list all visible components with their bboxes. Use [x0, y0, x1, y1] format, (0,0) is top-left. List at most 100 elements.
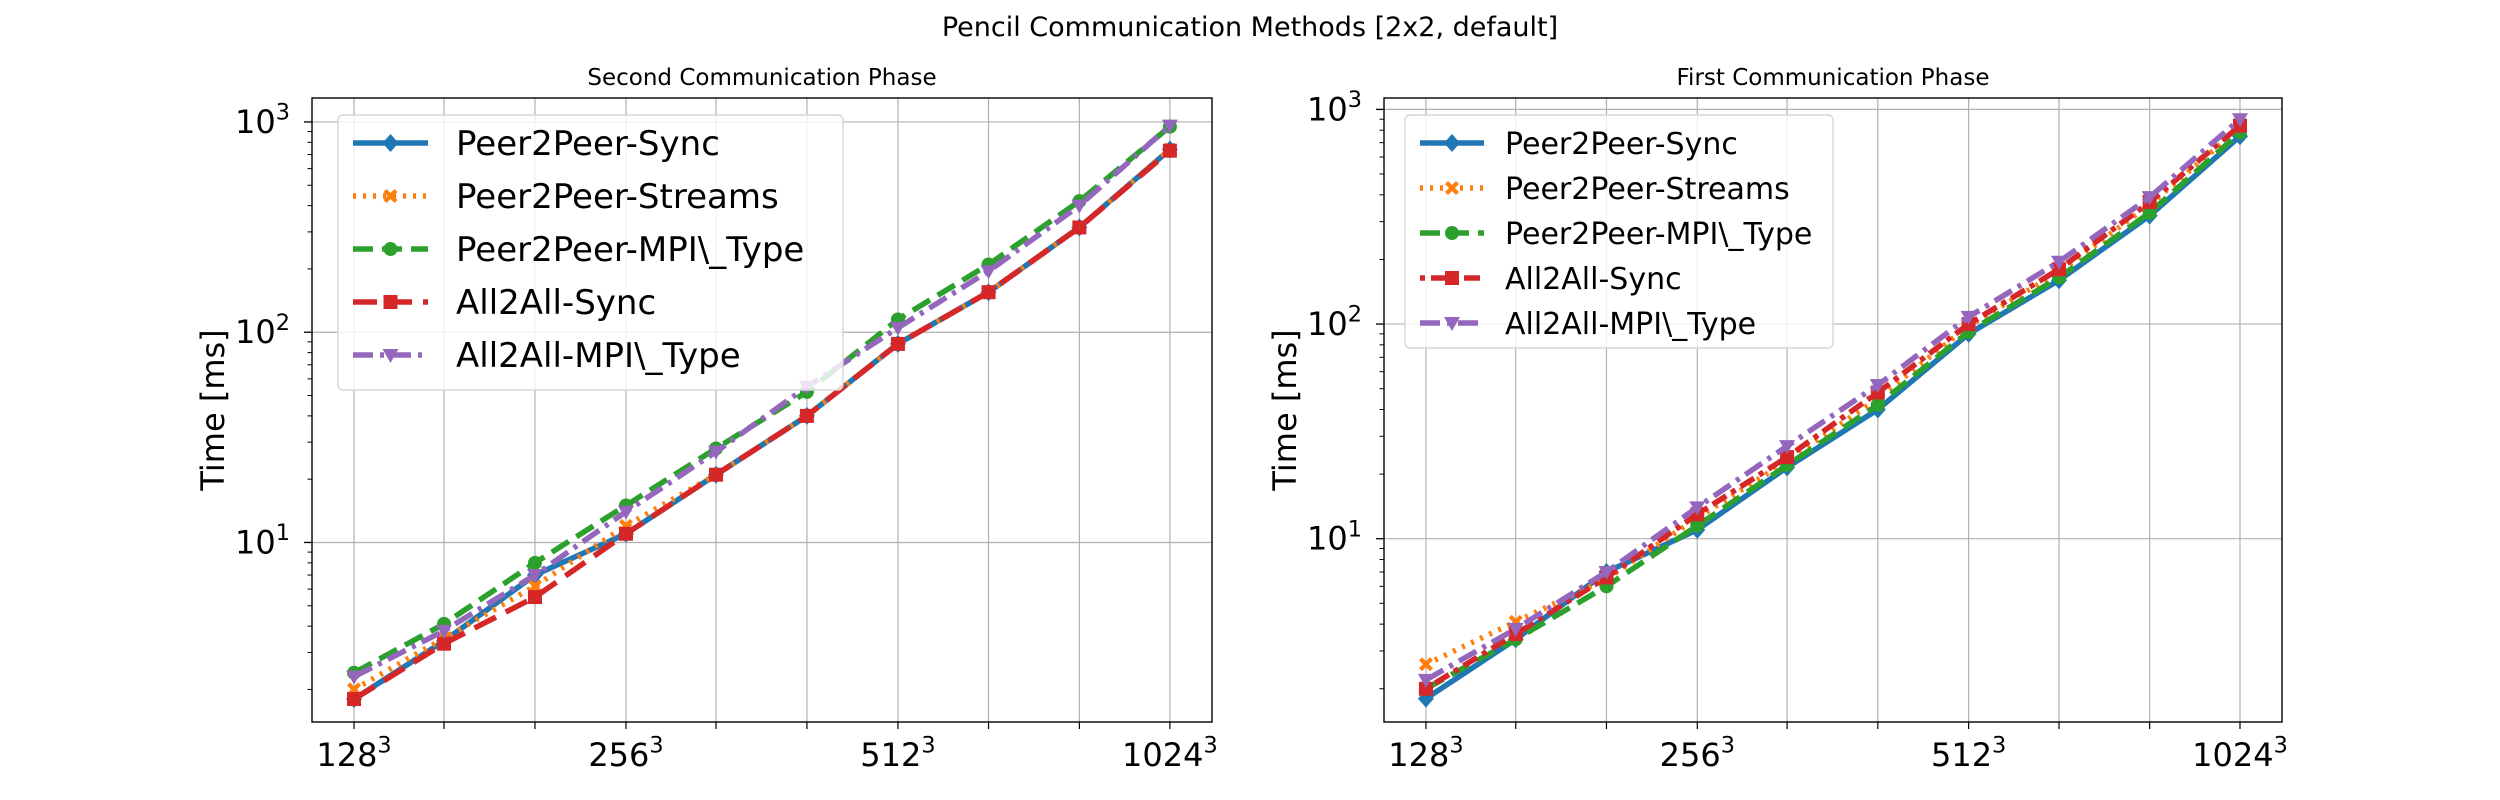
data-point — [1598, 565, 1615, 580]
y-tick-label-base: 10 — [235, 103, 276, 141]
y-tick-label: 103 — [235, 100, 290, 141]
x-tick-label-base: 512 — [860, 736, 921, 774]
panel-1-legend: Peer2Peer-Sync Peer2Peer-Streams Peer2Peer… — [337, 114, 844, 391]
data-point — [1689, 501, 1706, 516]
legend-marker — [383, 189, 398, 203]
legend-entry-all2all-sync: All2All-Sync — [1420, 262, 1682, 297]
data-point — [346, 670, 363, 685]
legend-label: All2All-Sync — [1505, 262, 1682, 297]
data-point — [1417, 673, 1434, 688]
figure-title: Pencil Communication Methods [2x2, defau… — [941, 12, 1559, 43]
x-tick-label: 5123 — [860, 733, 935, 774]
legend-entry-peer2peer-sync: Peer2Peer-Sync — [353, 124, 720, 164]
legend-marker — [1444, 317, 1460, 331]
series-line — [1424, 130, 2242, 692]
data-point — [1418, 657, 1433, 672]
panel-1-y-axis-label: Time [ms] — [194, 329, 232, 491]
data-point — [618, 526, 633, 541]
legend-box — [1404, 114, 1834, 349]
data-point — [889, 321, 906, 336]
x-tick-label-base: 128 — [1388, 736, 1449, 774]
legend-marker — [1445, 271, 1459, 285]
series-line — [1424, 125, 2242, 667]
data-point — [1870, 397, 1885, 412]
x-tick-label-base: 256 — [1660, 736, 1721, 774]
legend-entry-peer2peer-sync: Peer2Peer-Sync — [1420, 127, 1738, 162]
x-tick-label: 2563 — [588, 733, 663, 774]
panel-1-title: Second Communication Phase — [587, 65, 936, 91]
series-all2all-sync — [347, 143, 1177, 707]
legend-marker — [1445, 226, 1459, 240]
data-point — [1690, 518, 1705, 533]
legend-entry-peer2peer-mpi-type: Peer2Peer-MPI\_Type — [353, 230, 804, 270]
y-tick-label-base: 10 — [1307, 90, 1348, 128]
x-tick-label-base: 1024 — [2192, 736, 2273, 774]
data-point — [617, 505, 634, 520]
data-point — [2051, 255, 2068, 270]
x-tick-label: 5123 — [1931, 733, 2006, 774]
data-point — [526, 569, 543, 584]
x-tick-label: 1283 — [316, 733, 391, 774]
x-tick-label-exponent: 3 — [1449, 733, 1463, 759]
data-point — [1071, 199, 1088, 214]
series-line — [352, 124, 1172, 676]
data-point — [437, 636, 452, 651]
x-tick-label-exponent: 3 — [649, 733, 663, 759]
panel-2-y-axis-label: Time [ms] — [1266, 329, 1304, 491]
legend-label: Peer2Peer-Streams — [1505, 172, 1790, 207]
x-tick-label-base: 1024 — [1122, 736, 1203, 774]
data-point — [1507, 622, 1524, 637]
x-tick-label: 10243 — [1122, 733, 1218, 774]
y-tick-label-base: 10 — [1307, 520, 1348, 558]
data-point — [1780, 450, 1795, 465]
y-tick-label-base: 10 — [235, 523, 276, 561]
data-point — [1161, 119, 1178, 134]
data-point — [890, 336, 905, 351]
data-point — [1418, 681, 1433, 696]
series-all2all-mpi-type — [1417, 113, 2248, 688]
panel-2-title: First Communication Phase — [1677, 65, 1990, 91]
x-tick-label-exponent: 3 — [921, 733, 935, 759]
data-point — [2142, 205, 2157, 220]
legend-marker — [382, 349, 399, 363]
legend-label: All2All-Sync — [456, 283, 656, 323]
y-tick-label: 101 — [235, 520, 290, 561]
data-point — [347, 692, 362, 707]
y-tick-label: 101 — [1307, 516, 1362, 557]
legend-label: Peer2Peer-MPI\_Type — [456, 230, 804, 270]
data-point — [527, 579, 542, 594]
data-point — [527, 555, 542, 570]
y-tick-label-exponent: 1 — [276, 520, 290, 546]
x-tick-label: 2563 — [1660, 733, 1735, 774]
y-tick-label-exponent: 3 — [276, 100, 290, 126]
y-tick-label-exponent: 2 — [276, 310, 290, 336]
data-point — [527, 590, 542, 605]
y-tick-label-exponent: 2 — [1348, 302, 1362, 328]
legend-marker — [1444, 134, 1460, 152]
x-tick-label-exponent: 3 — [1721, 733, 1735, 759]
legend-label: All2All-MPI\_Type — [1505, 307, 1756, 342]
y-tick-label-exponent: 1 — [1348, 516, 1362, 542]
panel-1-axes-frame — [311, 97, 1213, 723]
data-point — [1869, 379, 1886, 394]
x-tick-label-exponent: 3 — [1992, 733, 2006, 759]
series-line — [1424, 123, 2242, 692]
legend-entry-peer2peer-streams: Peer2Peer-Streams — [1420, 172, 1790, 207]
data-point — [436, 624, 453, 639]
data-point — [708, 467, 723, 482]
data-point — [1960, 310, 1977, 325]
x-tick-label-base: 512 — [1931, 736, 1992, 774]
legend-label: Peer2Peer-Sync — [1505, 127, 1738, 162]
data-point — [799, 408, 814, 423]
legend-entry-peer2peer-mpi-type: Peer2Peer-MPI\_Type — [1420, 217, 1812, 252]
series-line — [1424, 117, 2242, 683]
data-point — [1072, 220, 1087, 235]
series-line — [352, 123, 1172, 680]
y-tick-label: 102 — [235, 310, 290, 351]
x-tick-label-exponent: 3 — [1203, 733, 1217, 759]
panel-2-axes-frame — [1383, 97, 2283, 723]
y-tick-label-base: 10 — [235, 313, 276, 351]
data-point — [2141, 191, 2158, 206]
legend-label: Peer2Peer-Streams — [456, 177, 779, 217]
